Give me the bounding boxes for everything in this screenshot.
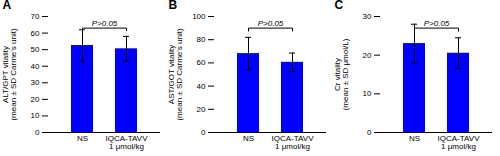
svg-text:AST/GOT vitality(mean ± SD Car: AST/GOT vitality(mean ± SD Carme's unit) bbox=[167, 28, 184, 121]
svg-text:ALT/GPT vitality(mean ± SD Car: ALT/GPT vitality(mean ± SD Carme's unit) bbox=[1, 28, 18, 121]
svg-text:70: 70 bbox=[31, 12, 40, 21]
svg-text:C: C bbox=[335, 0, 344, 12]
svg-text:A: A bbox=[3, 0, 12, 12]
svg-text:60: 60 bbox=[31, 29, 40, 38]
svg-text:20: 20 bbox=[197, 105, 206, 114]
svg-text:60: 60 bbox=[197, 58, 206, 67]
svg-text:IQCA-TAVV1 μmol/kg: IQCA-TAVV1 μmol/kg bbox=[106, 134, 149, 151]
svg-text:P>0.05: P>0.05 bbox=[258, 19, 284, 28]
svg-text:40: 40 bbox=[197, 82, 206, 91]
svg-text:80: 80 bbox=[197, 35, 206, 44]
svg-text:10: 10 bbox=[363, 89, 372, 98]
svg-text:100: 100 bbox=[192, 12, 206, 21]
svg-text:10: 10 bbox=[31, 111, 40, 120]
svg-text:0: 0 bbox=[35, 128, 40, 137]
svg-text:NS: NS bbox=[243, 134, 254, 143]
svg-text:50: 50 bbox=[31, 45, 40, 54]
svg-text:NS: NS bbox=[77, 134, 88, 143]
svg-text:IQCA-TAVV1 μmol/kg: IQCA-TAVV1 μmol/kg bbox=[438, 134, 481, 151]
svg-text:P>0.05: P>0.05 bbox=[92, 19, 118, 28]
svg-text:0: 0 bbox=[201, 128, 206, 137]
svg-text:40: 40 bbox=[31, 62, 40, 71]
svg-text:0: 0 bbox=[367, 128, 372, 137]
svg-text:20: 20 bbox=[31, 95, 40, 104]
svg-text:Cr vitality(mean ± SD μmol/L): Cr vitality(mean ± SD μmol/L) bbox=[333, 38, 350, 110]
svg-text:B: B bbox=[169, 0, 178, 12]
svg-text:20: 20 bbox=[363, 51, 372, 60]
svg-text:IQCA-TAVV1 μmol/kg: IQCA-TAVV1 μmol/kg bbox=[272, 134, 315, 151]
svg-text:30: 30 bbox=[363, 12, 372, 21]
svg-text:30: 30 bbox=[31, 78, 40, 87]
svg-text:NS: NS bbox=[409, 134, 420, 143]
svg-text:P>0.05: P>0.05 bbox=[424, 19, 450, 28]
